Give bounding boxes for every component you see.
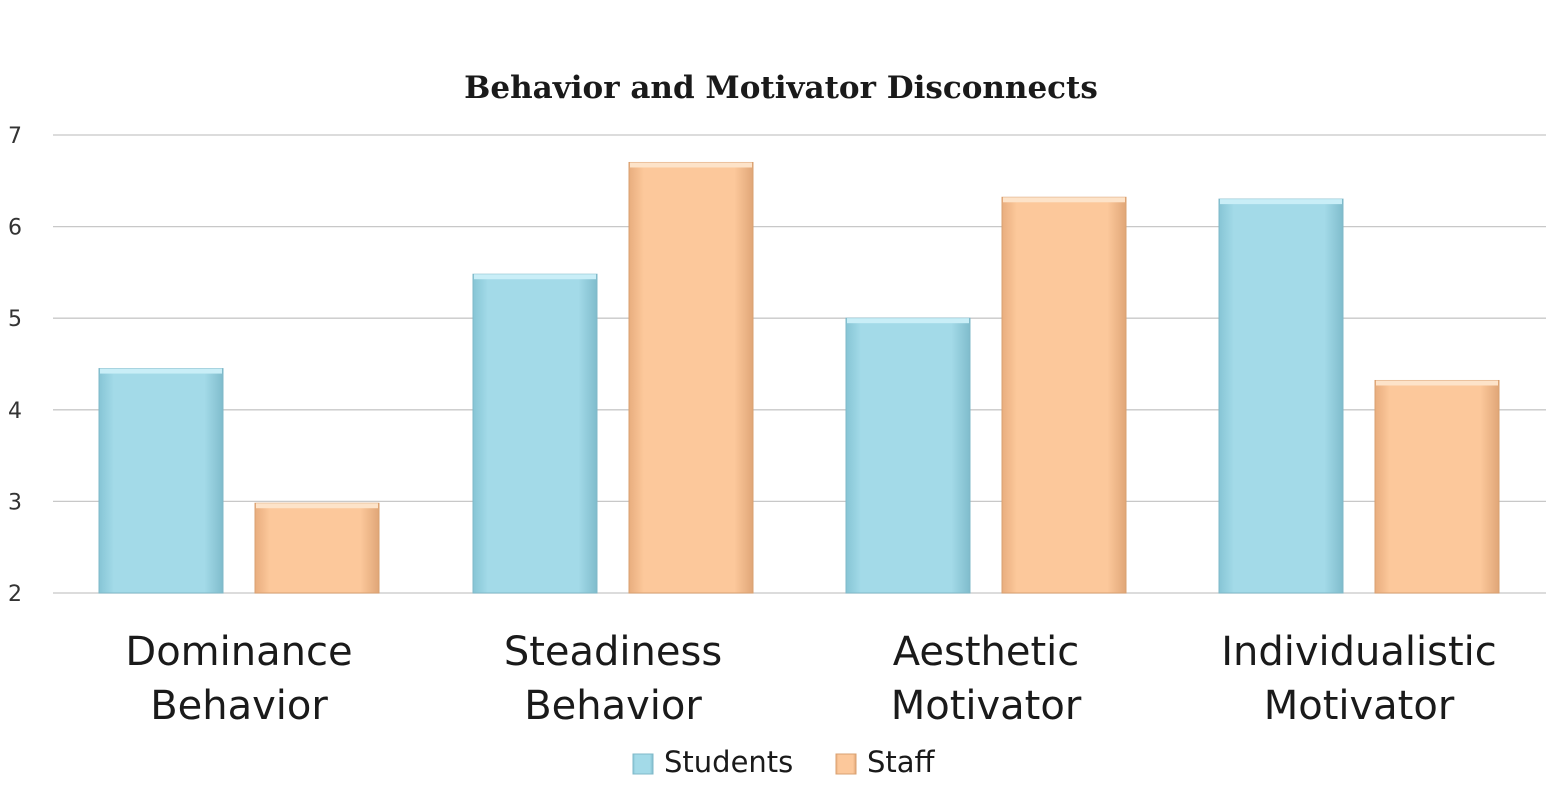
y-tick-label: 6 xyxy=(8,216,22,241)
bar-cap xyxy=(474,274,596,280)
category-label: Steadiness xyxy=(504,629,722,675)
bar-students-3 xyxy=(1218,198,1344,594)
chart-title: Behavior and Motivator Disconnects xyxy=(464,70,1098,106)
category-label: Behavior xyxy=(150,683,328,729)
bar-cap xyxy=(630,162,752,168)
x-axis-categories: Dominance Behavior Steadiness Behavior Aesth… xyxy=(125,629,1496,729)
legend-swatch-students xyxy=(632,753,654,775)
bar-staff-3 xyxy=(1374,379,1500,594)
y-axis-ticks: 2 3 4 5 6 7 xyxy=(8,124,22,607)
category-label: Dominance xyxy=(125,629,352,675)
legend-swatch-staff xyxy=(835,753,857,775)
category-label: Aesthetic xyxy=(893,629,1080,675)
bar-cap xyxy=(847,318,969,324)
y-tick-label: 4 xyxy=(8,399,22,424)
legend: Students Staff xyxy=(632,745,936,779)
bar-cap xyxy=(1220,199,1342,205)
y-tick-label: 5 xyxy=(8,307,22,332)
y-tick-label: 2 xyxy=(8,582,22,607)
legend-label-staff: Staff xyxy=(867,745,936,779)
category-label: Individualistic xyxy=(1221,629,1497,675)
bar-staff-1 xyxy=(628,161,754,594)
bar-students-2 xyxy=(845,317,971,594)
y-tick-label: 7 xyxy=(8,124,22,149)
y-tick-label: 3 xyxy=(8,490,22,515)
legend-label-students: Students xyxy=(664,745,793,779)
bars xyxy=(98,161,1500,594)
bar-students-1 xyxy=(472,273,598,594)
category-label: Motivator xyxy=(1264,683,1455,729)
bar-cap xyxy=(100,368,222,374)
category-label: Motivator xyxy=(891,683,1082,729)
category-label: Behavior xyxy=(524,683,702,729)
bar-staff-2 xyxy=(1001,196,1127,594)
bar-students-0 xyxy=(98,368,224,594)
bar-cap xyxy=(1376,380,1498,386)
bar-cap xyxy=(1003,197,1125,203)
bar-staff-0 xyxy=(254,502,380,594)
bar-cap xyxy=(256,503,378,509)
